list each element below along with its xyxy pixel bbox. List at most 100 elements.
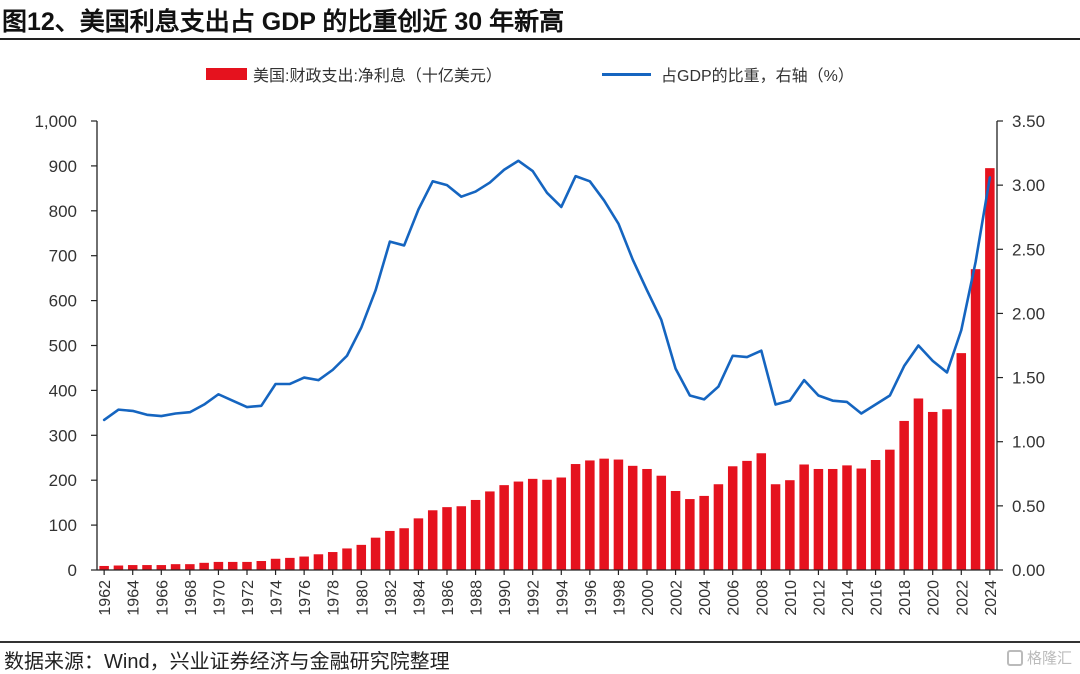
bar-1990	[499, 485, 509, 570]
bar-1985	[428, 510, 438, 570]
y-right-tick-label: 3.50	[1012, 112, 1045, 131]
bar-1972	[242, 562, 252, 570]
x-tick-label: 2016	[869, 580, 886, 616]
bar-1987	[457, 506, 467, 570]
bar-1978	[328, 552, 338, 570]
x-tick-label: 2022	[954, 580, 971, 616]
x-tick-label: 1964	[126, 580, 143, 616]
bar-1967	[171, 564, 181, 570]
x-tick-label: 2002	[669, 580, 686, 616]
line-series	[104, 161, 990, 420]
bar-2021	[942, 409, 952, 570]
bar-2020	[928, 412, 938, 570]
bar-1988	[471, 500, 481, 570]
bar-1975	[285, 558, 295, 570]
bar-1969	[199, 563, 209, 570]
y-right-tick-label: 0.00	[1012, 561, 1045, 580]
bar-2008	[757, 453, 767, 570]
bar-1998	[614, 460, 624, 570]
source-note: 数据来源：Wind，兴业证券经济与金融研究院整理	[4, 645, 450, 674]
x-tick-label: 1996	[583, 580, 600, 616]
x-tick-label: 1968	[183, 580, 200, 616]
y-left-tick-label: 700	[49, 247, 77, 266]
bar-1964	[128, 565, 137, 570]
x-tick-label: 2000	[640, 580, 657, 616]
watermark-logo: 格隆汇	[1007, 647, 1072, 668]
bar-2024	[985, 168, 995, 570]
bar-2022	[957, 353, 967, 570]
bar-1971	[228, 562, 238, 570]
bar-1965	[142, 565, 152, 570]
x-tick-label: 1974	[269, 580, 286, 616]
y-right-tick-label: 0.50	[1012, 497, 1045, 516]
bar-1976	[299, 557, 309, 570]
bar-2017	[885, 450, 895, 570]
bar-2012	[814, 469, 824, 570]
bar-2003	[685, 499, 695, 570]
bar-2005	[714, 484, 724, 570]
x-tick-label: 1988	[469, 580, 486, 616]
x-tick-label: 1970	[211, 580, 228, 616]
x-tick-label: 1994	[554, 580, 571, 616]
bar-1996	[585, 460, 595, 570]
x-tick-label: 1986	[440, 580, 457, 616]
bar-1968	[185, 564, 195, 570]
y-left-tick-label: 800	[49, 202, 77, 221]
logo-text: 格隆汇	[1027, 647, 1072, 668]
bar-1995	[571, 464, 581, 570]
bar-2001	[657, 476, 667, 570]
bar-1994	[557, 478, 567, 570]
bar-2023	[971, 269, 981, 570]
y-left-tick-label: 900	[49, 157, 77, 176]
bar-2013	[828, 469, 838, 570]
y-left-tick-label: 100	[49, 516, 77, 535]
gdp-share-line	[104, 161, 990, 420]
bar-1974	[271, 559, 281, 570]
bar-1963	[114, 566, 124, 570]
bar-2004	[699, 496, 709, 570]
y-right-tick-label: 2.00	[1012, 304, 1045, 323]
y-right-tick-label: 3.00	[1012, 176, 1045, 195]
bar-1999	[628, 466, 638, 570]
bar-1991	[514, 482, 524, 570]
x-tick-label: 1992	[526, 580, 543, 616]
x-tick-label: 2008	[754, 580, 771, 616]
bar-1983	[399, 528, 409, 570]
y-right-tick-label: 2.50	[1012, 240, 1045, 259]
x-tick-label: 2014	[840, 580, 857, 616]
bar-1979	[342, 548, 352, 570]
bar-2016	[871, 460, 881, 570]
bar-1980	[357, 545, 367, 570]
x-tick-label: 2006	[726, 580, 743, 616]
x-tick-label: 1978	[326, 580, 343, 616]
bar-series	[99, 168, 994, 570]
x-tick-label: 2020	[926, 580, 943, 616]
y-left-tick-label: 300	[49, 426, 77, 445]
bar-1981	[371, 538, 381, 570]
y-left-tick-label: 1,000	[34, 112, 77, 131]
y-left-tick-label: 200	[49, 471, 77, 490]
bar-2002	[671, 491, 681, 570]
bar-1977	[314, 554, 324, 570]
bar-2007	[742, 461, 752, 570]
y-right-tick-label: 1.50	[1012, 369, 1045, 388]
x-tick-label: 1976	[297, 580, 314, 616]
bar-1989	[485, 491, 495, 570]
bar-2019	[914, 398, 924, 570]
bar-1993	[542, 480, 552, 570]
bar-1970	[214, 562, 224, 570]
bar-1992	[528, 479, 538, 570]
x-tick-label: 2012	[811, 580, 828, 616]
x-tick-label: 1990	[497, 580, 514, 616]
x-tick-label: 1980	[354, 580, 371, 616]
x-tick-label: 1966	[154, 580, 171, 616]
bar-1966	[157, 565, 167, 570]
bar-1986	[442, 507, 452, 570]
x-tick-label: 2024	[983, 580, 1000, 616]
x-tick-label: 2018	[897, 580, 914, 616]
bar-2006	[728, 466, 738, 570]
bar-1997	[599, 459, 609, 570]
bar-2000	[642, 469, 652, 570]
bar-2018	[899, 421, 909, 570]
bar-2009	[771, 484, 781, 570]
